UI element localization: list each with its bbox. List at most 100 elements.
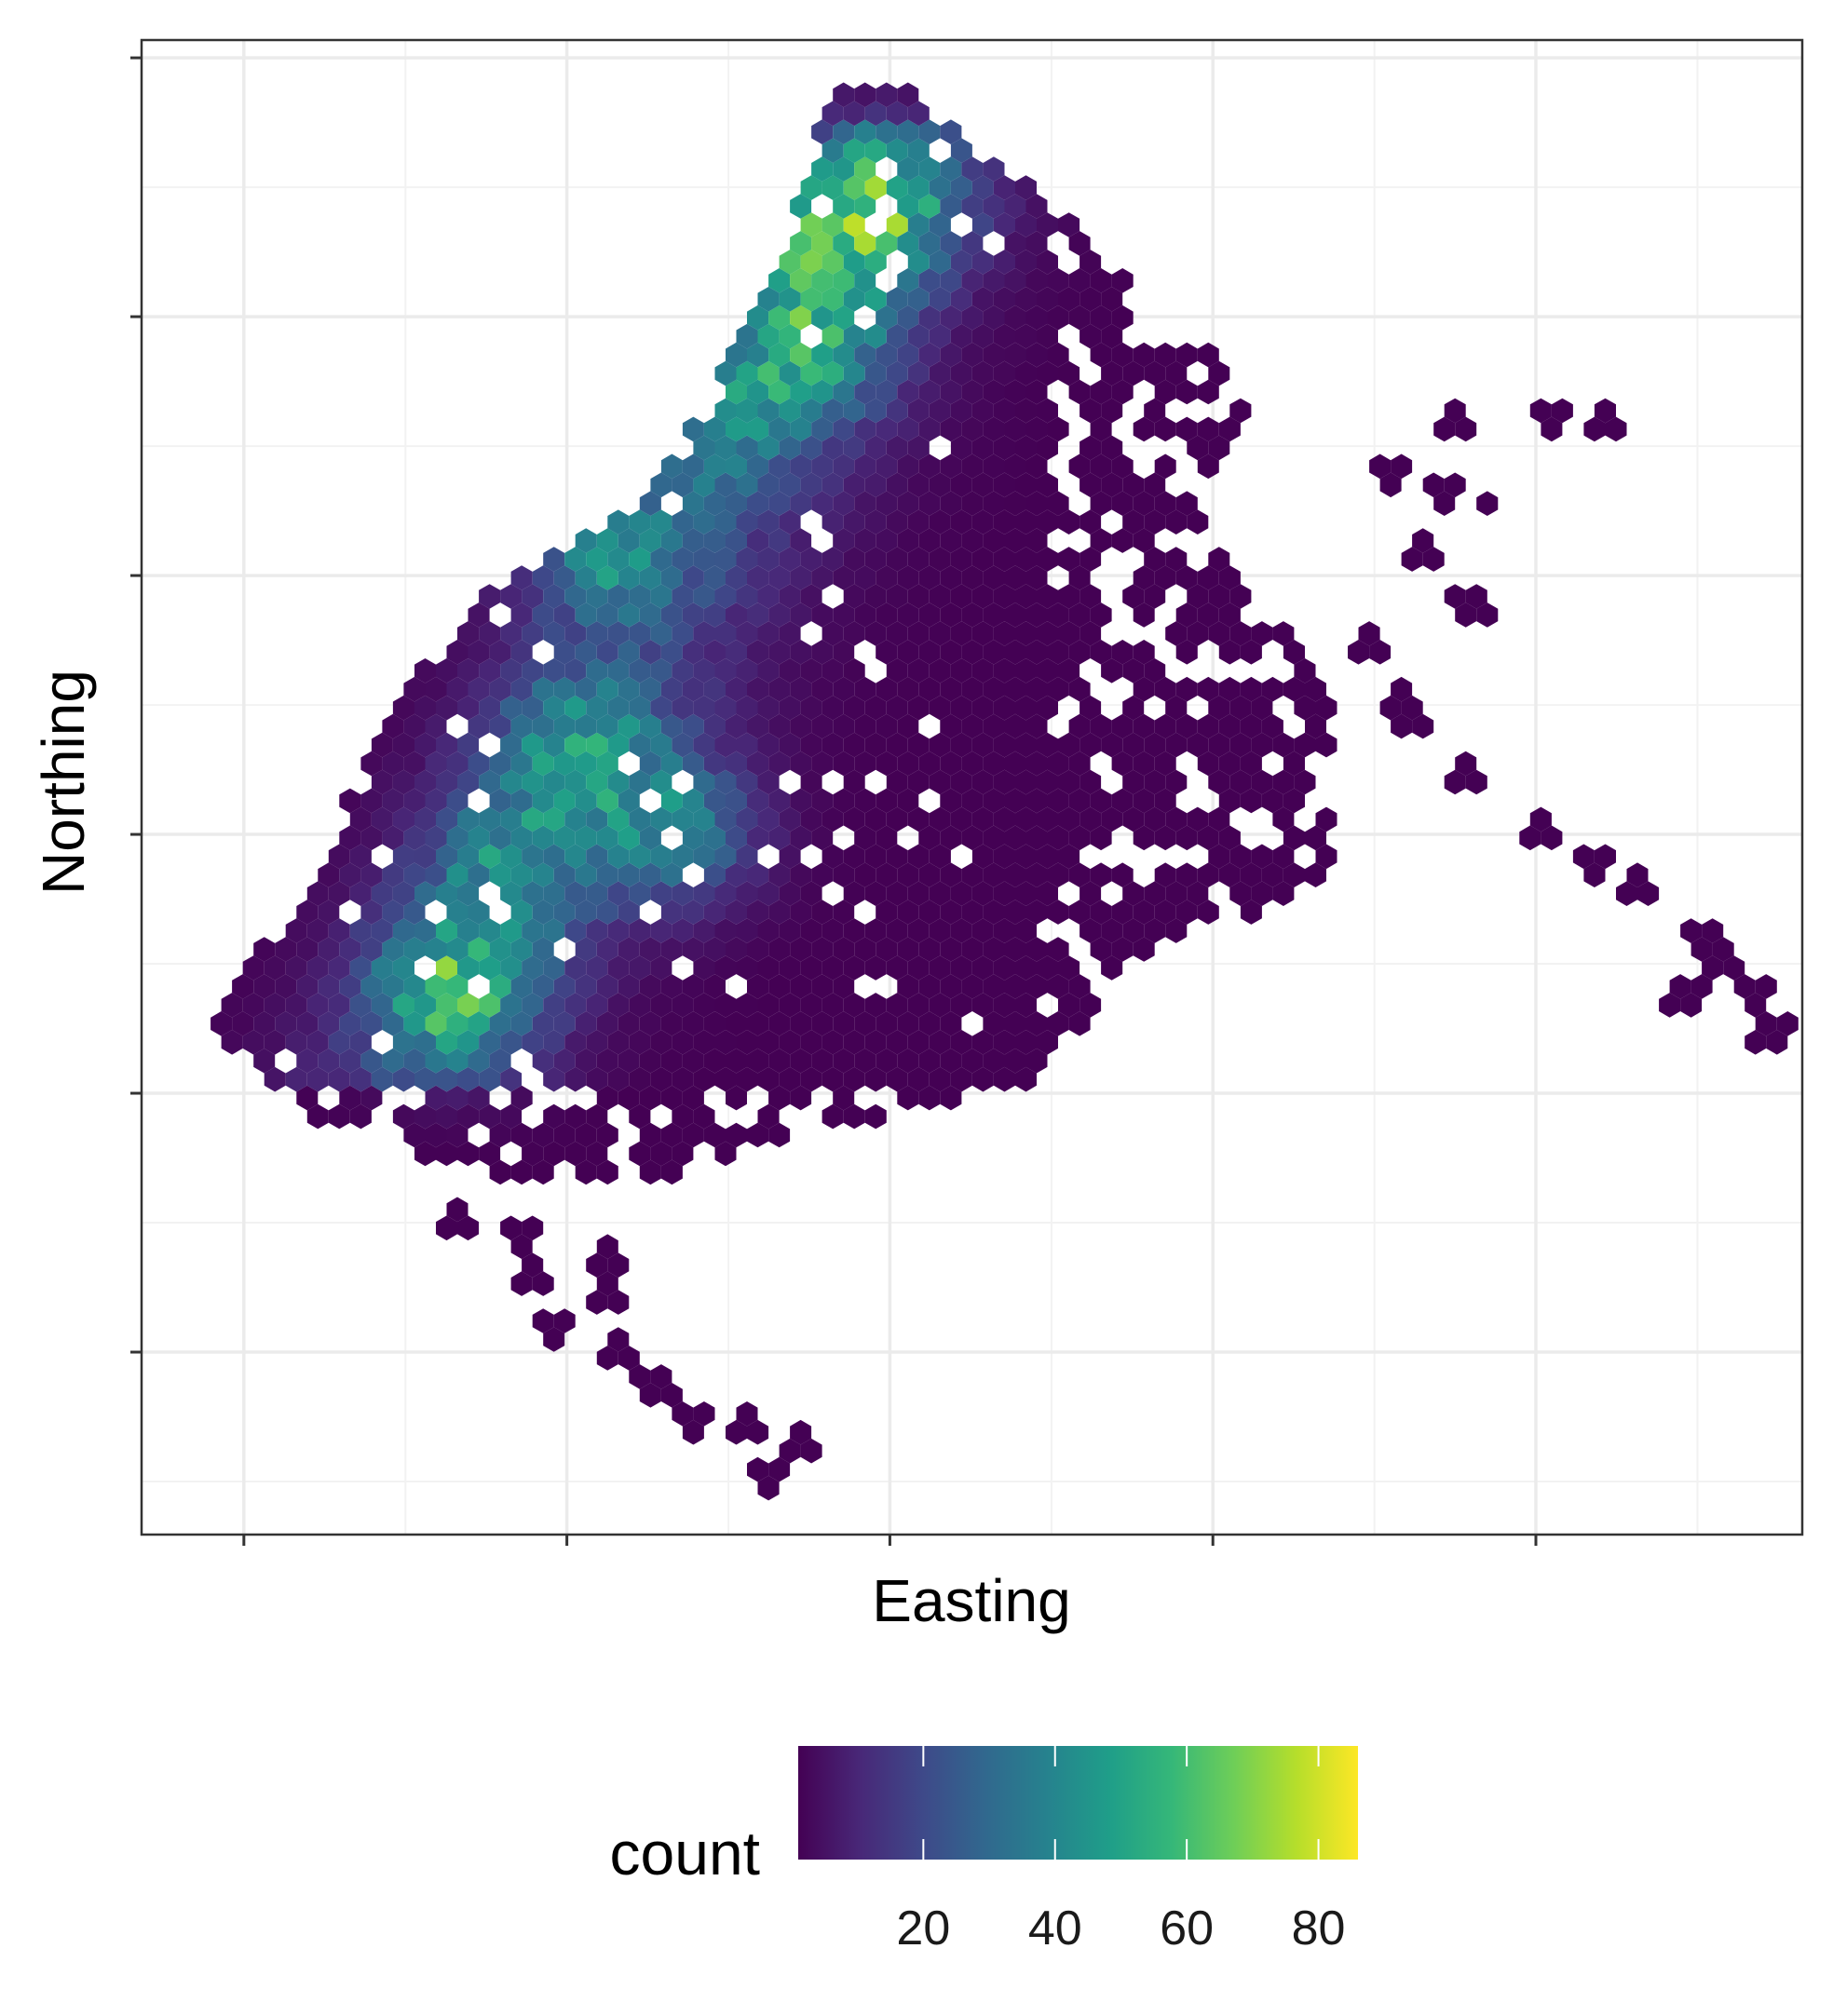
hex-bin: [983, 453, 1005, 480]
hex-bin: [854, 231, 876, 256]
hex-bin: [726, 900, 747, 925]
hex-bin: [876, 862, 898, 887]
hex-bin: [564, 621, 587, 646]
hex-bin: [1412, 528, 1434, 553]
hex-bin: [339, 1011, 361, 1036]
hex-bin: [629, 1103, 651, 1130]
hex-bin: [736, 1401, 758, 1427]
hex-bin: [553, 825, 576, 851]
hex-bin: [629, 955, 651, 981]
hex-bin: [693, 844, 715, 870]
hex-bin: [876, 1011, 898, 1036]
hex-bin: [897, 453, 919, 480]
hex-bin: [639, 676, 661, 702]
hex-bin: [1068, 713, 1091, 739]
hex-bin: [929, 881, 951, 906]
hex-bin: [1037, 732, 1058, 758]
hex-bin: [950, 360, 972, 386]
hex-bin: [747, 974, 769, 999]
hex-bin: [1058, 621, 1080, 646]
hex-bin: [736, 658, 758, 683]
hex-bin: [1208, 769, 1230, 795]
hex-bin: [436, 881, 457, 906]
hex-bin: [607, 547, 630, 572]
hex-bin: [403, 788, 426, 814]
hex-bin: [414, 732, 436, 758]
hex-bin: [833, 1085, 855, 1111]
hex-bin: [983, 937, 1005, 962]
hex-bin: [854, 1048, 876, 1074]
hex-bin: [811, 565, 834, 590]
hex-bin: [1015, 1066, 1037, 1092]
hex-bin: [897, 900, 919, 925]
hex-bin: [961, 676, 984, 702]
hex-bin: [479, 621, 501, 646]
hex-bin: [811, 751, 834, 777]
hex-bin: [1272, 806, 1295, 832]
hex-bin: [650, 1066, 672, 1092]
hex-bin: [639, 640, 661, 665]
hex-bin: [1111, 937, 1134, 962]
hex-bin: [1251, 621, 1273, 646]
hex-bin: [1047, 640, 1069, 665]
hex-bin: [1037, 584, 1058, 609]
hex-bin: [854, 825, 876, 851]
hex-bin: [318, 974, 340, 999]
hex-bin: [876, 751, 898, 777]
hex-bin: [553, 1011, 576, 1036]
hex-bin: [993, 918, 1015, 943]
hex-bin: [1294, 658, 1316, 683]
hex-bin: [457, 806, 480, 832]
hex-bin: [993, 1066, 1015, 1092]
hex-bin: [457, 1141, 480, 1167]
hex-bin: [596, 862, 618, 887]
hex-bin: [543, 1141, 565, 1167]
hex-bin: [360, 825, 383, 851]
hex-bin: [1004, 751, 1026, 777]
hex-bin: [457, 993, 480, 1018]
hex-bin: [876, 825, 898, 851]
hex-bin: [500, 993, 523, 1018]
hex-bin: [790, 416, 812, 442]
hex-bin: [714, 360, 737, 386]
hex-bin: [821, 844, 844, 870]
hex-bin: [757, 769, 780, 795]
hex-bin: [736, 435, 758, 461]
hex-bin: [1133, 676, 1155, 702]
hex-bin: [328, 955, 350, 981]
hex-bin: [1111, 268, 1134, 293]
hex-bin: [543, 658, 565, 683]
hex-bin: [971, 918, 994, 943]
hex-bin: [500, 769, 523, 795]
hex-bin: [800, 212, 822, 237]
hex-bin: [703, 1122, 726, 1148]
hex-bin: [1133, 713, 1155, 739]
hex-bin: [564, 918, 587, 943]
hex-bin: [918, 900, 941, 925]
hex-bin: [983, 713, 1005, 739]
hex-bin: [1594, 398, 1616, 424]
hex-bin: [575, 640, 597, 665]
hex-bin: [479, 769, 501, 795]
hex-bin: [500, 844, 523, 870]
hex-bin: [253, 974, 276, 999]
hex-bin: [897, 304, 919, 331]
hex-bin: [510, 1085, 533, 1111]
hex-bin: [1187, 621, 1209, 646]
hex-bin: [1122, 695, 1145, 721]
hex-bin: [1240, 900, 1262, 925]
hex-bin: [747, 453, 769, 480]
hex-bin: [586, 1290, 608, 1315]
hex-bin: [618, 974, 640, 999]
hex-bin: [629, 509, 651, 534]
hex-bin: [1240, 713, 1262, 739]
panel-border: [140, 38, 1804, 1536]
hex-bin: [1133, 565, 1155, 590]
hex-bin: [800, 398, 822, 424]
hex-bin: [918, 751, 941, 777]
hex-bin: [747, 342, 769, 368]
hex-bin: [950, 881, 972, 906]
hex-bin: [993, 955, 1015, 981]
hex-bin: [768, 1122, 791, 1148]
hex-bin: [1025, 491, 1048, 516]
